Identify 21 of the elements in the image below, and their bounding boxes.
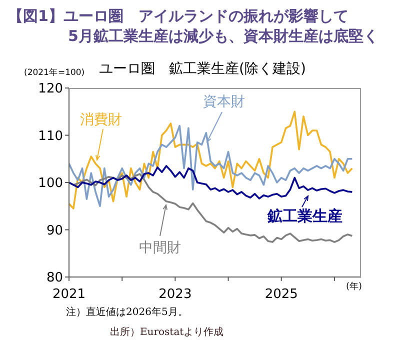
legend-label: 鉱工業生産 bbox=[266, 207, 342, 225]
chart-title: 【図1】ユーロ圏 アイルランドの振れが影響して 5月鉱工業生産は減少も、資本財生産は底堅く bbox=[8, 6, 378, 46]
line-series bbox=[69, 124, 354, 208]
text: 注）直近値は2026年5月。 bbox=[66, 306, 188, 319]
series-label: 資本財 bbox=[203, 94, 245, 110]
y-tick-label: 120 bbox=[38, 82, 63, 97]
y-axis-title: (2021年=100) bbox=[24, 67, 85, 79]
x-axis-title: (年) bbox=[346, 280, 362, 293]
y-tick-label: 100 bbox=[38, 176, 63, 192]
x-tick-label: 2025 bbox=[264, 287, 298, 302]
text: 出所）Eurostatより作成 bbox=[110, 326, 224, 339]
y-tick-label: 90 bbox=[46, 223, 63, 238]
y-tick-label: 80 bbox=[46, 270, 63, 286]
x-tick-label: 2023 bbox=[158, 287, 192, 302]
y-tick-label: 110 bbox=[38, 128, 63, 144]
line-series bbox=[69, 165, 354, 200]
text: 消費財 bbox=[80, 112, 122, 128]
legend-label: 中間財 bbox=[139, 240, 181, 256]
line-series bbox=[69, 110, 354, 210]
x-tick-label: 2021 bbox=[52, 287, 86, 302]
chart-subtitle: ユーロ圏 鉱工業生産(除く建設) bbox=[99, 61, 306, 77]
